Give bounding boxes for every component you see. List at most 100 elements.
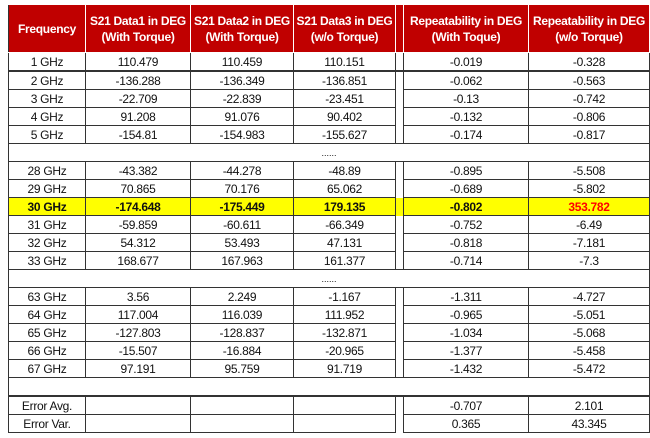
value-cell: -20.965 [293,341,396,360]
value-cell: -5.458 [528,341,650,360]
column-gap [395,359,404,378]
column-gap [395,52,404,71]
column-gap [395,4,404,53]
value-cell: 91.076 [190,107,294,126]
value-cell: -7.3 [528,251,650,270]
value-cell: -0.895 [403,161,529,180]
value-cell: -0.019 [403,52,529,72]
column-gap [395,305,404,324]
value-cell: 90.402 [293,107,396,126]
value-cell: 3.56 [85,287,191,306]
value-cell: -15.507 [85,341,191,360]
column-gap [395,197,404,216]
column-gap [395,233,404,252]
header-line: S21 Data3 in DEG [296,13,393,28]
value-cell: -132.871 [293,323,396,342]
value-cell: 167.963 [190,251,294,270]
column-gap [395,395,404,415]
column-header: S21 Data1 in DEG (With Torque) [85,4,191,53]
value-cell: 116.039 [190,305,294,324]
column-gap [395,179,404,198]
value-cell [293,395,396,415]
value-cell: -5.802 [528,179,650,198]
frequency-cell: 31 GHz [8,215,86,234]
value-cell: 161.377 [293,251,396,270]
value-cell: 2.249 [190,287,294,306]
value-cell: -5.051 [528,305,650,324]
frequency-cell: 29 GHz [8,179,86,198]
value-cell: 353.782 [528,197,650,216]
value-cell: 91.719 [293,359,396,378]
frequency-cell: 30 GHz [8,197,86,216]
value-cell: 0.365 [403,414,529,433]
frequency-cell: Error Avg. [8,395,86,415]
column-gap [395,161,404,180]
header-line: (w/o Torque) [310,29,379,44]
value-cell: -6.49 [528,215,650,234]
value-cell: 111.952 [293,305,396,324]
table-row: 32 GHz 54.312 53.493 47.131 -0.818 -7.181 [8,233,650,252]
table-row: 28 GHz -43.382 -44.278 -48.89 -0.895 -5.508 [8,161,650,180]
ellipsis-row: ...... [8,269,650,288]
value-cell: -0.062 [403,70,529,90]
table-row: 29 GHz 70.865 70.176 65.062 -0.689 -5.802 [8,179,650,198]
value-cell: -1.034 [403,323,529,342]
frequency-cell: 63 GHz [8,287,86,306]
blank-cell [8,377,650,397]
header-line: (w/o Torque) [555,29,623,44]
table-row: 63 GHz 3.56 2.249 -1.167 -1.311 -4.727 [8,287,650,306]
frequency-cell: 2 GHz [8,70,86,90]
column-gap [395,341,404,360]
column-gap [395,70,404,90]
value-cell: -5.068 [528,323,650,342]
value-cell: -16.884 [190,341,294,360]
value-cell: -0.328 [528,52,650,72]
value-cell: -174.648 [85,197,191,216]
header-line: Frequency [18,21,76,36]
value-cell [85,395,191,415]
value-cell: -0.817 [528,125,650,144]
value-cell: -23.451 [293,89,396,108]
value-cell: -136.851 [293,70,396,90]
column-gap [395,287,404,306]
frequency-cell: 33 GHz [8,251,86,270]
column-header: S21 Data3 in DEG (w/o Torque) [293,4,396,53]
value-cell: -7.181 [528,233,650,252]
table-row: 33 GHz 168.677 167.963 161.377 -0.714 -7.3 [8,251,650,270]
value-cell: 65.062 [293,179,396,198]
frequency-cell: 1 GHz [8,52,86,72]
value-cell: -1.377 [403,341,529,360]
value-cell: -155.627 [293,125,396,144]
value-cell: -0.707 [403,395,529,415]
frequency-cell: 3 GHz [8,89,86,108]
value-cell: -0.752 [403,215,529,234]
value-cell [190,414,294,433]
ellipsis: ...... [8,269,650,288]
value-cell: 53.493 [190,233,294,252]
frequency-cell: 4 GHz [8,107,86,126]
value-cell: 168.677 [85,251,191,270]
value-cell: -0.689 [403,179,529,198]
table-row: 31 GHz -59.859 -60.611 -66.349 -0.752 -6.49 [8,215,650,234]
column-header: Repeatability in DEG (w/o Torque) [528,4,650,53]
frequency-cell: 66 GHz [8,341,86,360]
value-cell: 110.151 [293,52,396,72]
value-cell: -1.167 [293,287,396,306]
value-cell: -1.432 [403,359,529,378]
value-cell: 110.459 [190,52,294,72]
value-cell: -0.714 [403,251,529,270]
value-cell [190,395,294,415]
column-gap [395,215,404,234]
column-gap [395,125,404,144]
value-cell: 97.191 [85,359,191,378]
value-cell: 70.176 [190,179,294,198]
value-cell: 117.004 [85,305,191,324]
value-cell: 43.345 [528,414,650,433]
frequency-cell: 32 GHz [8,233,86,252]
header-line: S21 Data1 in DEG [90,13,186,28]
value-cell: 2.101 [528,395,650,415]
column-header: S21 Data2 in DEG (With Torque) [190,4,294,53]
value-cell: -43.382 [85,161,191,180]
frequency-cell: 5 GHz [8,125,86,144]
value-cell: -22.709 [85,89,191,108]
